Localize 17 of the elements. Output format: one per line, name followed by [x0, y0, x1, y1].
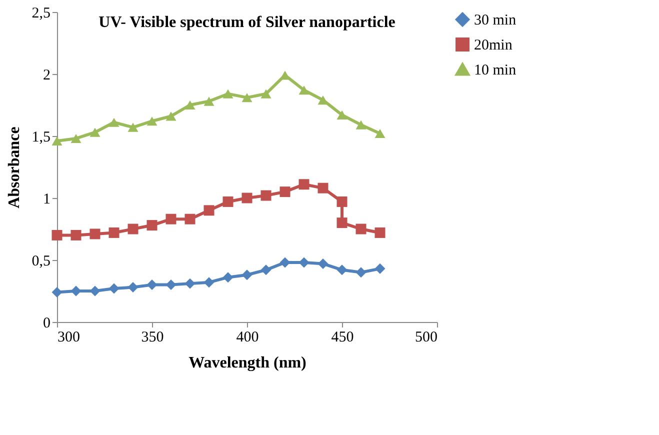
- y-tick-label: 1,5: [32, 130, 50, 146]
- chart-title: UV- Visible spectrum of Silver nanoparticle: [98, 14, 396, 31]
- x-tick-label: 350: [141, 330, 164, 346]
- legend-label: 30 min: [474, 12, 517, 28]
- x-tick-label: 400: [236, 330, 259, 346]
- x-tick-label: 450: [331, 330, 354, 346]
- y-tick-label: 1: [43, 192, 50, 208]
- y-axis-title: Absorbance: [6, 126, 23, 208]
- x-axis-title: Wavelength (nm): [188, 354, 306, 372]
- x-tick-label: 300: [58, 330, 80, 346]
- y-tick-label: 0,5: [32, 254, 50, 270]
- y-tick-label: 2: [43, 68, 50, 84]
- x-tick-label: 500: [415, 330, 438, 346]
- legend-label: 10 min: [474, 62, 517, 78]
- y-tick-label: 0: [43, 316, 50, 332]
- legend-label: 20min: [474, 38, 513, 54]
- y-tick-label: 2,5: [32, 6, 50, 22]
